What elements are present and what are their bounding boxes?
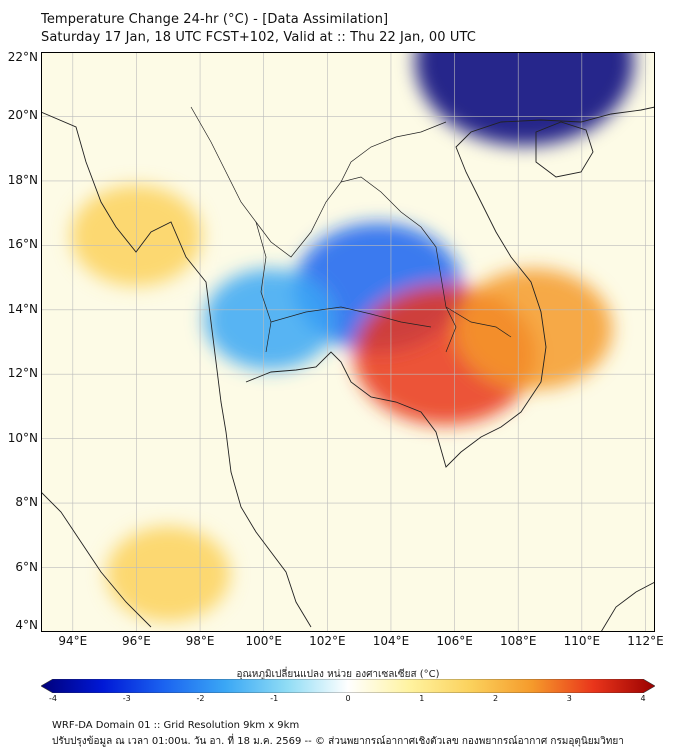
temperature-change-map (41, 52, 655, 632)
country-borders (190, 106, 512, 353)
update-credit: ปรับปรุงข้อมูล ณ เวลา 01:00น. วัน อา. ที… (52, 736, 624, 747)
colorbar-title: อุณหภูมิเปลี่ยนแปลง หน่วย องศาเซลเซียส (… (236, 669, 440, 680)
colorbar-tick-label: 1 (419, 694, 425, 703)
latitude-label: 18°N (7, 172, 38, 187)
sumatra-coast (41, 491, 152, 628)
colorbar-tick-label: -1 (270, 694, 279, 703)
colorbar-tick-label: -2 (196, 694, 205, 703)
map-subtitle: Saturday 17 Jan, 18 UTC FCST+102, Valid … (41, 30, 476, 45)
longitude-label: 106°E (436, 634, 473, 648)
latitude-label: 20°N (7, 108, 38, 123)
latitude-label: 16°N (7, 237, 38, 252)
latitude-label: 14°N (7, 301, 38, 316)
colorbar-tick-label: -3 (122, 694, 131, 703)
longitude-label: 98°E (185, 634, 215, 648)
longitude-label: 100°E (245, 634, 282, 648)
longitude-label: 102°E (309, 634, 346, 648)
colorbar-body (41, 679, 655, 693)
longitude-label: 104°E (372, 634, 410, 648)
borneo-coast (600, 581, 655, 632)
longitude-label: 108°E (499, 634, 537, 648)
map-title: Temperature Change 24-hr (°C) - [Data As… (41, 12, 389, 27)
colorbar-tick-label: 4 (640, 694, 646, 703)
colorbar-tick-label: 2 (492, 694, 499, 703)
longitude-label: 110°E (563, 634, 601, 648)
indochina-coastline (41, 111, 312, 628)
longitude-label: 112°E (627, 634, 664, 648)
latitude-label: 12°N (7, 366, 38, 381)
colorbar-tick-label: 0 (345, 694, 351, 703)
anomaly-blob (106, 526, 231, 622)
latitude-label: 22°N (7, 50, 38, 64)
latitude-label: 4°N (15, 618, 38, 632)
model-info: WRF-DA Domain 01 :: Grid Resolution 9km … (52, 720, 300, 731)
anomaly-blob (455, 268, 613, 390)
coastlines (41, 106, 655, 632)
latitude-label: 10°N (7, 430, 38, 445)
longitude-label: 94°E (58, 634, 88, 648)
hainan-island (535, 121, 594, 178)
thai-gulf-coastline (245, 106, 655, 468)
colorbar-tick-label: 3 (566, 694, 572, 703)
latitude-label: 6°N (15, 559, 38, 574)
graticule (41, 52, 655, 632)
latitude-label: 8°N (15, 495, 38, 510)
longitude-label: 96°E (122, 634, 151, 648)
colorbar (41, 679, 655, 693)
colorbar-tick-label: -4 (49, 694, 57, 703)
